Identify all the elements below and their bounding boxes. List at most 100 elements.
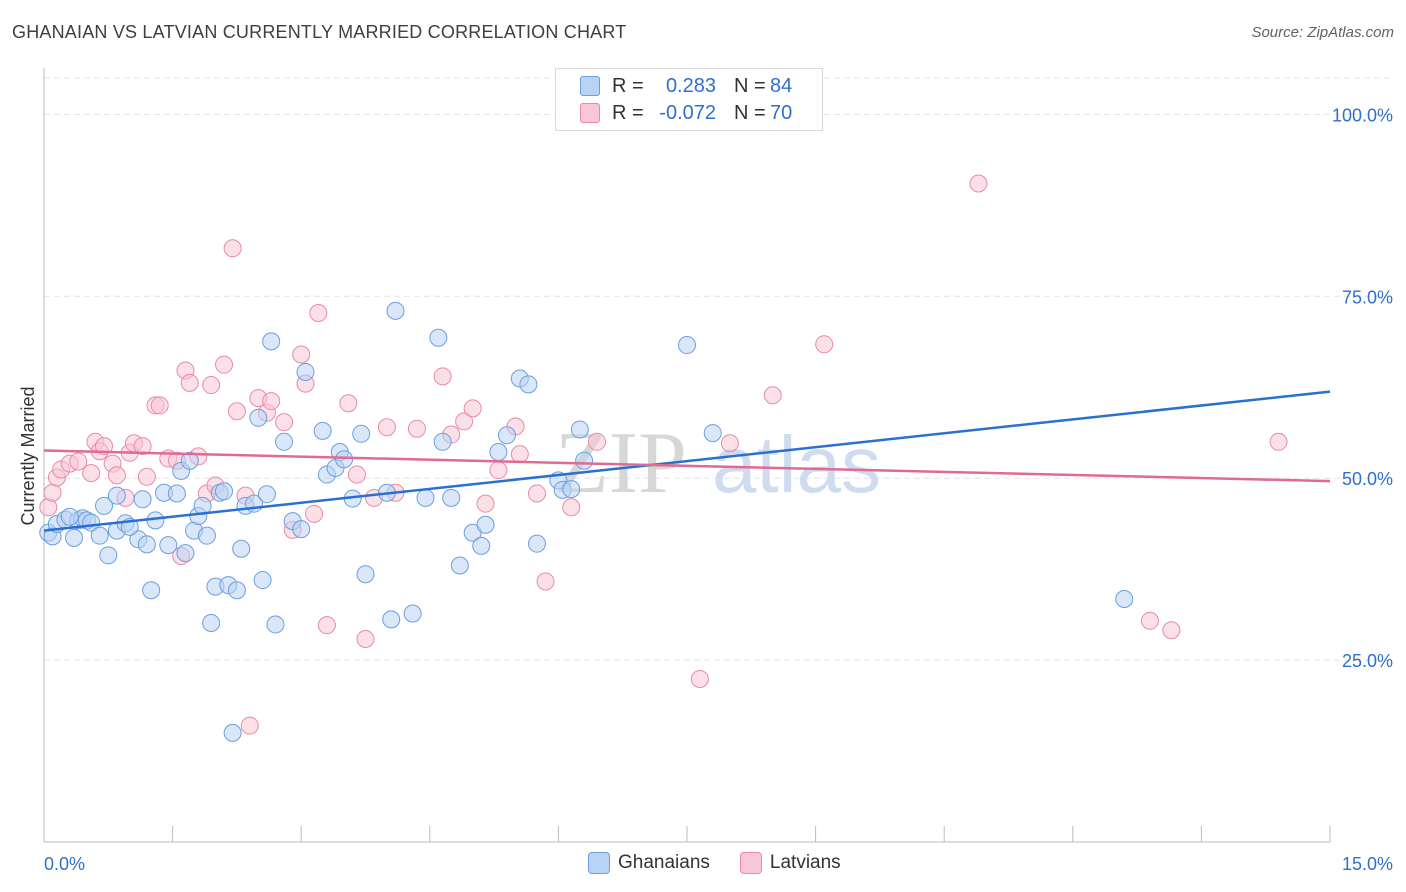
latvian-point — [309, 304, 328, 323]
latvian-point — [317, 616, 336, 635]
ghanaian-point — [296, 362, 315, 381]
latvian-point — [1162, 621, 1181, 640]
ghanaian-point — [476, 515, 495, 534]
ghanaian-point — [356, 565, 375, 584]
latvian-point — [356, 629, 375, 648]
ghanaian-point — [249, 408, 268, 427]
ghanaians-trend-line — [43, 390, 1331, 532]
ghanaian-point — [562, 480, 581, 499]
ghanaian-point — [275, 432, 294, 451]
latvian-point — [180, 373, 199, 392]
ghanaian-point — [313, 421, 332, 440]
ghanaian-point — [266, 615, 285, 634]
grid-layer — [44, 77, 1392, 661]
y-tick-label: 100.0% — [1332, 105, 1393, 125]
ghanaian-point — [262, 332, 281, 351]
ghanaians-points — [39, 301, 1134, 742]
x-tick-label: 0.0% — [44, 854, 85, 874]
chart-title: GHANAIAN VS LATVIAN CURRENTLY MARRIED CO… — [12, 22, 627, 42]
ghanaian-point — [167, 484, 186, 503]
n-value: 70 — [770, 101, 793, 124]
trend-lines — [43, 390, 1331, 532]
latvian-point — [463, 399, 482, 418]
x-tick-label: 15.0% — [1342, 854, 1393, 874]
ghanaian-point — [133, 490, 152, 509]
latvians-swatch — [580, 103, 600, 123]
n-label: N = — [734, 101, 766, 124]
ghanaian-point — [382, 610, 401, 629]
latvian-point — [536, 572, 555, 591]
latvian-point — [133, 437, 152, 456]
ghanaian-point — [1115, 589, 1134, 608]
ghanaian-point — [142, 581, 161, 600]
ghanaian-point — [472, 536, 491, 555]
latvian-point — [202, 376, 221, 395]
y-tick-label: 25.0% — [1342, 651, 1393, 671]
ghanaian-point — [429, 328, 448, 347]
ghanaian-point — [519, 375, 538, 394]
ghanaian-point — [292, 520, 311, 539]
legend-item-ghanaians[interactable]: Ghanaians — [588, 852, 710, 874]
r-value: 0.283 — [665, 74, 716, 97]
legend-item-latvians[interactable]: Latvians — [739, 852, 841, 874]
latvians-points — [39, 174, 1288, 735]
latvian-point — [720, 434, 739, 453]
tick-labels: 25.0% 50.0% 75.0% 100.0% 0.0% 15.0% — [44, 105, 1393, 874]
latvian-point — [1140, 611, 1159, 630]
latvian-point — [339, 394, 358, 413]
ghanaian-point — [197, 526, 216, 545]
latvian-point — [510, 445, 529, 464]
ghanaian-point — [403, 604, 422, 623]
latvian-point — [107, 466, 126, 485]
latvian-point — [407, 419, 426, 438]
axis-layer — [43, 68, 1331, 843]
latvian-point — [455, 412, 474, 431]
latvian-point — [690, 670, 709, 689]
ghanaian-point — [527, 534, 546, 553]
source-credit: Source: ZipAtlas.com — [1251, 24, 1394, 41]
ghanaian-point — [575, 451, 594, 470]
ghanaians-swatch — [580, 76, 600, 96]
ghanaian-point — [253, 571, 272, 590]
correlation-legend: R = 0.283 N = 84 R = -0.072 N = 70 — [555, 68, 823, 131]
legend-row-ghanaians: R = 0.283 N = 84 — [580, 73, 792, 99]
latvian-point — [305, 504, 324, 523]
legend-row-latvians: R = -0.072 N = 70 — [580, 100, 792, 126]
series-legend: Ghanaians Latvians — [588, 852, 871, 874]
ghanaian-point — [703, 424, 722, 443]
ghanaian-point — [223, 723, 242, 742]
ghanaian-point — [450, 556, 469, 575]
ghanaian-point — [215, 482, 234, 501]
ghanaian-point — [99, 546, 118, 565]
latvian-point — [489, 461, 508, 480]
latvian-point — [262, 392, 281, 411]
latvian-point — [562, 498, 581, 517]
ghanaian-point — [433, 432, 452, 451]
ghanaian-point — [463, 523, 482, 542]
ghanaian-point — [352, 424, 371, 443]
ghanaians-legend-swatch — [588, 852, 610, 874]
latvian-point — [763, 386, 782, 405]
latvian-point — [476, 494, 495, 513]
latvians-legend-label: Latvians — [769, 852, 841, 873]
ghanaian-point — [570, 420, 589, 439]
latvian-point — [347, 465, 366, 484]
ghanaian-point — [159, 536, 178, 555]
ghanaian-point — [202, 613, 221, 632]
watermark-atlas: atlas — [712, 420, 881, 509]
ghanaian-point — [60, 507, 79, 526]
y-tick-label: 50.0% — [1342, 469, 1393, 489]
ghanaian-point — [497, 426, 516, 445]
ghanaian-point — [95, 496, 114, 515]
latvian-point — [433, 367, 452, 386]
y-tick-label: 75.0% — [1342, 287, 1393, 307]
latvian-point — [150, 396, 169, 415]
latvians-legend-swatch — [739, 852, 762, 874]
ghanaian-point — [416, 488, 435, 507]
ghanaian-point — [65, 528, 84, 547]
y-axis-label: Currently Married — [18, 386, 38, 525]
ghanaian-point — [335, 450, 354, 469]
n-value: 84 — [770, 74, 793, 97]
ghanaian-point — [489, 442, 508, 461]
ghanaian-point — [442, 488, 461, 507]
